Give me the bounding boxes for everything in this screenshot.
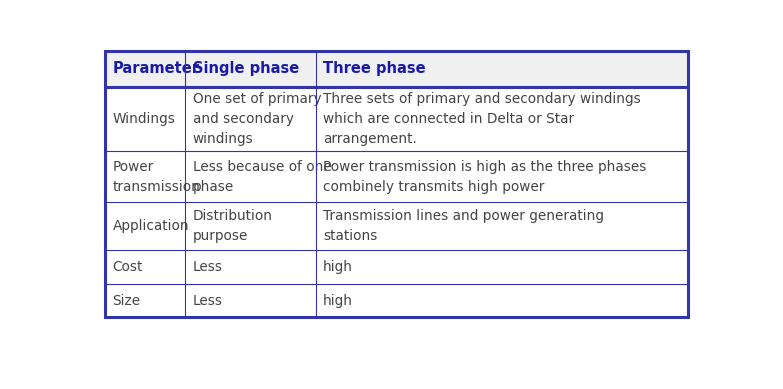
Text: Distribution
purpose: Distribution purpose — [193, 209, 272, 243]
Text: Less because of one
phase: Less because of one phase — [193, 159, 331, 194]
Bar — [105, 86, 687, 151]
Text: Parameter: Parameter — [113, 61, 200, 76]
Bar — [105, 151, 687, 202]
Text: Size: Size — [113, 294, 141, 308]
Bar — [105, 202, 687, 250]
Text: Three sets of primary and secondary windings
which are connected in Delta or Sta: Three sets of primary and secondary wind… — [323, 92, 640, 146]
Text: One set of primary
and secondary
windings: One set of primary and secondary winding… — [193, 92, 321, 146]
Text: Less: Less — [193, 260, 222, 274]
Text: Transmission lines and power generating
stations: Transmission lines and power generating … — [323, 209, 604, 243]
Bar — [105, 284, 687, 317]
Text: Three phase: Three phase — [323, 61, 426, 76]
Text: high: high — [323, 294, 353, 308]
Bar — [105, 51, 687, 86]
Text: Less: Less — [193, 294, 222, 308]
Text: Single phase: Single phase — [193, 61, 299, 76]
Text: Windings: Windings — [113, 112, 175, 126]
Text: Power transmission is high as the three phases
combinely transmits high power: Power transmission is high as the three … — [323, 159, 647, 194]
Text: high: high — [323, 260, 353, 274]
Text: Application: Application — [113, 219, 189, 233]
Bar — [105, 250, 687, 284]
Text: Power
transmission: Power transmission — [113, 159, 200, 194]
Bar — [105, 51, 687, 317]
Text: Cost: Cost — [113, 260, 143, 274]
